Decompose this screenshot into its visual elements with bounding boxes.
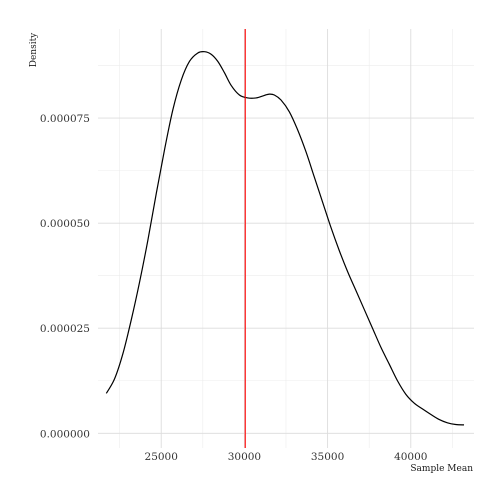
x-axis-title: Sample Mean — [410, 464, 473, 474]
x-tick-label: 30000 — [228, 451, 261, 463]
x-tick-label: 35000 — [311, 451, 344, 463]
y-tick-label: 0.000025 — [40, 323, 90, 335]
y-tick-label: 0.000050 — [40, 218, 90, 230]
y-axis-title: Density — [29, 32, 39, 67]
y-axis-tick-labels: 0.000000 0.000025 0.000050 0.000075 — [40, 113, 90, 440]
series-layer — [105, 50, 465, 426]
x-axis-tick-labels: 25000 30000 35000 40000 — [145, 451, 428, 463]
major-gridlines — [98, 29, 474, 448]
minor-gridlines — [98, 29, 474, 448]
x-tick-label: 25000 — [145, 451, 178, 463]
x-tick-label: 40000 — [394, 451, 427, 463]
density-curve — [105, 50, 465, 426]
y-tick-label: 0.000075 — [40, 113, 90, 125]
y-tick-label: 0.000000 — [40, 428, 90, 440]
